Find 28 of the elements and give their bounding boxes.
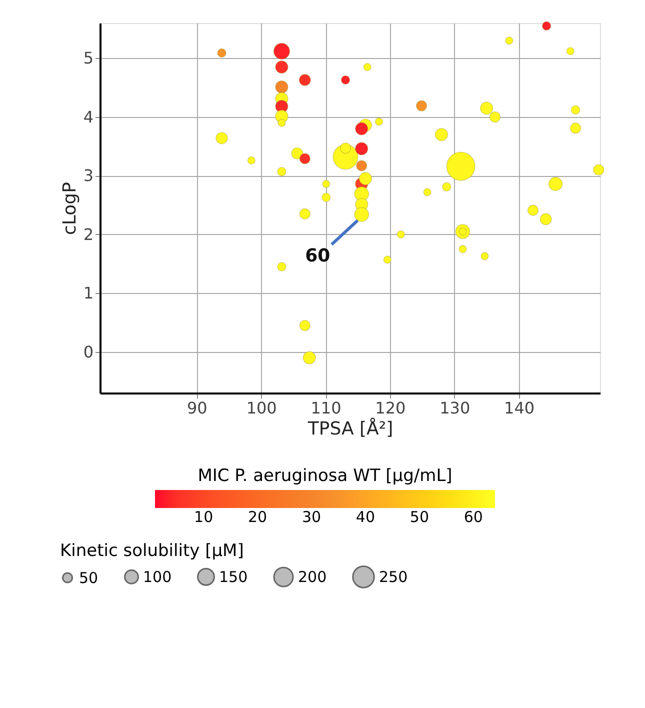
legend-label: 200 bbox=[298, 568, 327, 586]
annotation: 60 bbox=[305, 245, 330, 266]
x-tick-label: 90 bbox=[186, 398, 208, 418]
legend-label: 100 bbox=[143, 568, 172, 586]
y-tick-label: 2 bbox=[83, 224, 94, 244]
legend-label: 50 bbox=[79, 568, 98, 587]
legend-title: Kinetic solubility [µM] bbox=[60, 541, 244, 561]
color-bar-label: 20 bbox=[248, 508, 268, 526]
y-tick-label: 4 bbox=[83, 107, 94, 126]
legend-label: 150 bbox=[219, 568, 248, 586]
x-tick-label: 110 bbox=[310, 398, 342, 418]
y-tick-label: 3 bbox=[83, 166, 94, 186]
color-bar-label: 50 bbox=[410, 508, 429, 526]
color-bar-label: 30 bbox=[302, 508, 322, 526]
legend-label: 250 bbox=[379, 568, 408, 586]
x-tick-label: 140 bbox=[504, 398, 535, 418]
y-tick-label: 0 bbox=[83, 342, 94, 362]
color-bar-label: 40 bbox=[356, 508, 376, 526]
y-axis-title: cLogP bbox=[59, 182, 80, 235]
color-bar-label: 60 bbox=[464, 508, 483, 526]
color-bar-label: 10 bbox=[194, 508, 214, 526]
x-axis-title: TPSA [Å²] bbox=[306, 418, 394, 440]
x-tick-label: 130 bbox=[440, 398, 470, 418]
color-bar-title: MIC P. aeruginosa WT [µg/mL] bbox=[198, 466, 452, 486]
x-tick-label: 100 bbox=[246, 398, 277, 418]
y-tick-label: 5 bbox=[83, 48, 94, 68]
x-tick-label: 120 bbox=[375, 398, 406, 418]
y-tick-label: 1 bbox=[83, 284, 94, 303]
